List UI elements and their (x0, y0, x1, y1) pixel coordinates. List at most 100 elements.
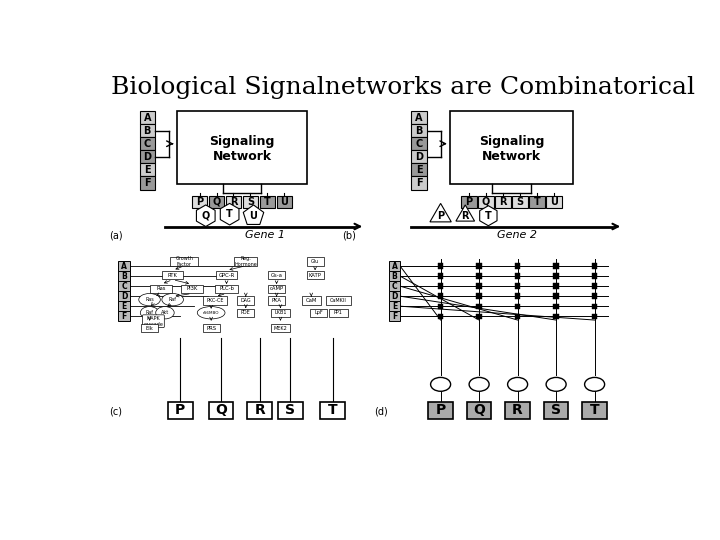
Bar (515, 303, 521, 309)
Text: P: P (196, 197, 203, 207)
Polygon shape (456, 205, 474, 221)
Text: CaMKII: CaMKII (330, 298, 346, 303)
Polygon shape (220, 204, 239, 225)
Bar (411, 177, 427, 190)
Bar (140, 111, 155, 124)
Text: D: D (143, 152, 151, 162)
Text: D: D (121, 292, 127, 301)
Text: P: P (437, 212, 444, 221)
Bar (515, 273, 521, 279)
Text: E: E (122, 302, 127, 310)
Text: S: S (516, 197, 523, 207)
Bar (118, 281, 130, 291)
Bar (140, 137, 155, 150)
Text: F: F (122, 312, 127, 321)
Text: PP1: PP1 (334, 310, 343, 315)
Text: T: T (328, 403, 338, 417)
Bar (546, 195, 562, 208)
Text: U: U (280, 197, 288, 207)
Text: Gene 1: Gene 1 (245, 231, 285, 240)
Ellipse shape (197, 307, 225, 319)
Bar (215, 285, 238, 293)
Bar (192, 195, 207, 208)
Bar (118, 271, 130, 281)
Text: S: S (285, 403, 295, 417)
Text: S: S (551, 403, 561, 417)
Text: B: B (392, 272, 397, 281)
Ellipse shape (431, 377, 451, 392)
Bar (512, 195, 528, 208)
Bar (495, 195, 510, 208)
Text: PRS: PRS (206, 326, 216, 330)
Bar (554, 273, 559, 279)
Bar (226, 195, 241, 208)
Text: T: T (485, 211, 492, 221)
Text: U: U (250, 211, 258, 221)
Text: R: R (254, 403, 265, 417)
Text: Q: Q (482, 197, 490, 207)
Text: Ras: Ras (156, 286, 166, 292)
Bar (389, 271, 400, 281)
Bar (118, 291, 130, 301)
Text: D: D (391, 292, 397, 301)
Ellipse shape (585, 377, 605, 392)
Text: LKB1: LKB1 (274, 310, 287, 315)
Bar (276, 195, 292, 208)
Polygon shape (243, 205, 264, 225)
Text: T: T (264, 197, 271, 207)
Text: C: C (415, 139, 423, 148)
Ellipse shape (546, 377, 566, 392)
Text: Gs-a: Gs-a (271, 273, 282, 278)
Bar (243, 195, 258, 208)
Bar (389, 301, 400, 311)
Ellipse shape (508, 377, 528, 392)
Bar (162, 271, 184, 279)
Text: Biological Signalnetworks are Combinatorical: Biological Signalnetworks are Combinator… (111, 76, 695, 99)
Text: Growth
Factor: Growth Factor (175, 256, 193, 267)
Text: T: T (534, 197, 540, 207)
Bar (592, 264, 598, 269)
Text: Raf: Raf (168, 297, 176, 302)
Bar (268, 285, 285, 293)
Text: Signaling: Signaling (479, 135, 544, 148)
Bar (438, 273, 444, 279)
Bar (389, 311, 400, 321)
Bar (438, 294, 444, 299)
Bar (328, 308, 348, 317)
Bar (554, 264, 559, 269)
Text: PLC-b: PLC-b (219, 286, 234, 292)
Bar (271, 308, 290, 317)
Text: P: P (466, 197, 472, 207)
Bar (477, 264, 482, 269)
Text: R: R (230, 197, 237, 207)
Text: T: T (226, 209, 233, 219)
Bar (411, 137, 427, 150)
Text: C: C (143, 139, 151, 148)
Text: Q: Q (202, 211, 210, 221)
Text: (a): (a) (109, 230, 122, 240)
Bar (140, 124, 155, 137)
Text: B: B (121, 272, 127, 281)
Text: P: P (175, 403, 186, 417)
Bar (118, 311, 130, 321)
Text: GPC-R: GPC-R (218, 273, 235, 278)
Bar (140, 177, 155, 190)
Text: Ras: Ras (145, 297, 154, 302)
Bar (592, 284, 598, 289)
Bar (438, 264, 444, 269)
Bar (411, 111, 427, 124)
Bar (438, 284, 444, 289)
Ellipse shape (469, 377, 489, 392)
Text: Akt: Akt (161, 310, 169, 315)
Bar (462, 195, 477, 208)
Text: D: D (415, 152, 423, 162)
Bar (438, 314, 444, 319)
Text: (d): (d) (374, 407, 388, 416)
Bar (203, 324, 220, 333)
Bar (216, 271, 238, 279)
Text: T: T (590, 403, 600, 417)
Bar (515, 284, 521, 289)
Bar (554, 284, 559, 289)
Text: cAMP: cAMP (269, 286, 284, 292)
Text: S: S (247, 197, 254, 207)
